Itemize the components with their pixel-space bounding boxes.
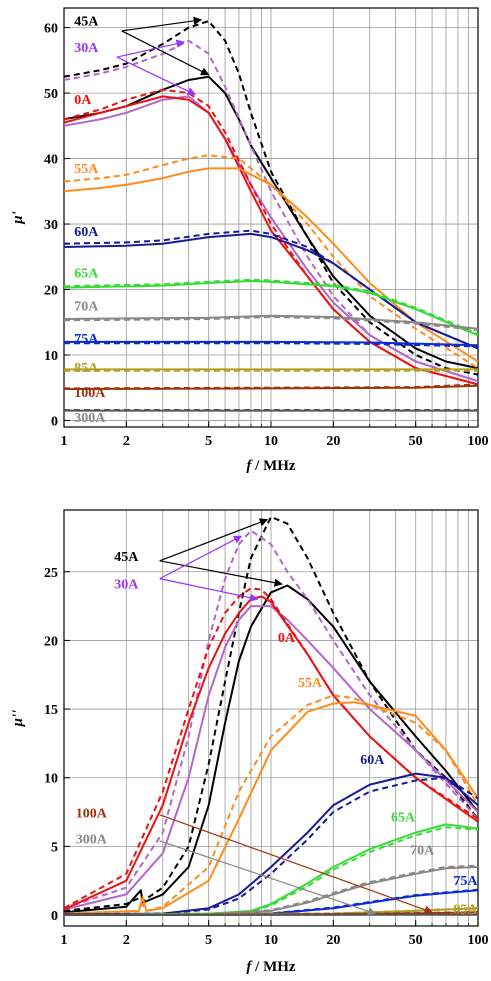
series-line-dashed-60A [64,776,478,916]
x-tick-label: 50 [409,434,423,449]
series-line-solid-70A [64,314,478,330]
x-tick-label: 20 [326,933,340,948]
x-tick-label: 100 [468,434,489,449]
series-line-dashed-75A [64,342,478,348]
y-tick-label: 30 [44,218,58,233]
series-line-solid-65A [64,280,478,337]
annotation-arrow [159,560,283,587]
series-label-300A: 300A [76,833,108,848]
series-line-solid-75A [64,340,478,347]
series-label-100A: 100A [74,386,106,401]
y-tick-label: 10 [44,349,58,364]
series-label-45A: 45A [114,550,139,565]
x-tick-label: 10 [264,933,278,948]
x-tick-label: 1 [61,933,68,948]
series-label-300A: 300A [74,411,106,426]
y-tick-label: 10 [44,772,58,787]
series-label-85A: 85A [74,361,99,376]
series-label-65A: 65A [391,811,416,826]
y-tick-label: 5 [51,840,58,855]
x-tick-label: 20 [326,434,340,449]
annotation-arrow [116,39,185,58]
x-tick-label: 100 [468,933,489,948]
series-line-solid-60A [64,772,478,916]
series-label-45A: 45A [74,15,99,30]
x-tick-label: 5 [205,434,212,449]
series-line-dashed-30A [64,529,478,910]
series-line-solid-55A [64,701,478,915]
series-label-60A: 60A [74,225,99,240]
x-axis-variable: f [246,458,253,474]
series-line-dashed-0A [64,88,478,386]
series-label-75A: 75A [74,332,99,347]
series-label-100A: 100A [76,807,108,822]
series-label-55A: 55A [298,676,323,691]
x-axis-unit: / MHz [251,458,295,474]
series-label-70A: 70A [74,299,99,314]
mu-prime-chart: 1 2 5 10 20 50 100 0 10 20 30 40 50 60 f / MHz μ' 45A 30A… [10,7,489,474]
x-tick-label: 2 [123,434,130,449]
y-tick-label: 15 [44,703,58,718]
x-axis-label: f / MHz [246,458,295,474]
grid [64,8,478,427]
x-tick-label: 2 [123,933,130,948]
series-line-dashed-60A [64,229,478,350]
y-axis-label: μ' [10,211,26,225]
y-tick-label: 0 [51,414,58,429]
x-tick-label: 5 [205,933,212,948]
series-line-solid-30A [64,605,478,911]
series-label-30A: 30A [74,41,99,56]
series-label-85A: 85A [453,903,478,918]
series-line-dashed-65A [64,278,478,335]
annotation-arrow [159,578,259,602]
series-label-60A: 60A [360,753,385,768]
x-axis-unit: / MHz [251,959,295,975]
annotation-arrow [159,814,433,914]
grid [64,510,478,926]
series-label-55A: 55A [74,162,99,177]
y-tick-label: 50 [44,87,58,102]
series-label-0A: 0A [278,631,296,646]
x-tick-label: 50 [409,933,423,948]
y-axis-label: μ'' [10,710,26,728]
annotation-arrow [159,535,243,580]
annotation-arrow [159,518,269,562]
y-tick-label: 20 [44,284,58,299]
series-line-dashed-70A [64,864,478,916]
annotation-arrow [121,30,210,76]
series-line-dashed-0A [64,587,478,910]
series-label-75A: 75A [453,874,478,889]
x-tick-label: 10 [264,434,278,449]
series-label-65A: 65A [74,267,99,282]
y-tick-label: 20 [44,634,58,649]
series-line-solid-55A [64,167,478,363]
annotation-arrow [116,56,196,95]
series-line-dashed-100A [64,383,478,390]
y-tick-label: 25 [44,566,58,581]
y-tick-label: 40 [44,153,58,168]
plot-area [64,20,478,412]
annotation-arrow [121,16,203,32]
series-line-dashed-70A [64,316,478,332]
y-tick-label: 60 [44,22,58,37]
series-label-70A: 70A [410,844,435,859]
annotation-arrow [159,840,377,916]
series-line-dashed-45A [64,20,478,376]
series-line-dashed-55A [64,154,478,369]
y-tick-label: 0 [51,909,58,924]
x-tick-label: 1 [61,434,68,449]
series-line-dashed-55A [64,694,478,915]
x-axis-label: f / MHz [246,959,295,975]
series-label-0A: 0A [74,93,92,108]
x-axis-variable: f [246,959,253,975]
series-label-30A: 30A [114,577,139,592]
